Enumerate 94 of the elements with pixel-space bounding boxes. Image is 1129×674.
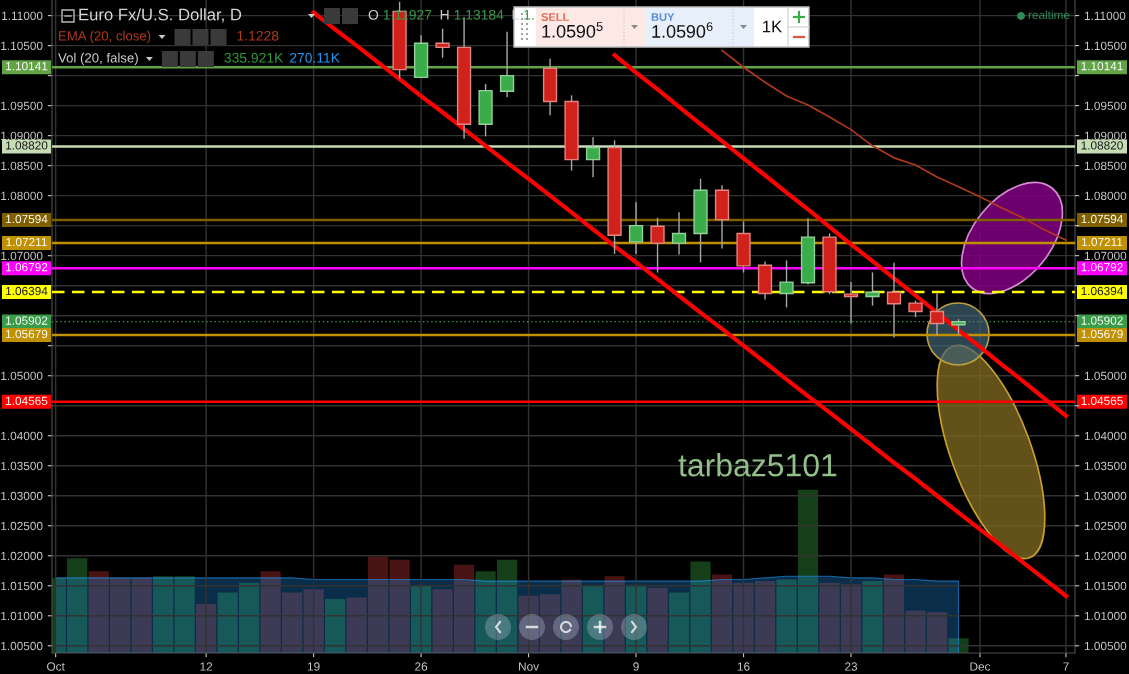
y2-tick-label: 1.08000	[1084, 191, 1127, 201]
y2-tick-label: 1.03500	[1084, 461, 1127, 471]
y2-tick-label: 1.02500	[1084, 521, 1127, 531]
candlestick	[628, 202, 644, 254]
bar	[948, 638, 969, 653]
y-tick-label: 1.01000	[1, 611, 43, 621]
candlestick	[865, 272, 880, 306]
ref-line-label: 1.06792	[6, 262, 48, 272]
candlestick	[435, 28, 450, 58]
y-tick-label: 1.03500	[1, 461, 43, 471]
y2-tick-label: 1.09000	[1084, 131, 1127, 141]
text: 1.05679	[1081, 329, 1123, 339]
y2-tick-label: 1.07000	[1084, 251, 1127, 261]
y2-tick-label: 1.03000	[1084, 491, 1127, 501]
candlestick	[671, 212, 687, 255]
text: EMA (20, close)	[59, 30, 151, 44]
candlestick	[886, 262, 902, 338]
y2-tick-label: 1.01000	[1084, 611, 1127, 621]
text: 1.06792	[1081, 262, 1123, 272]
ref-line-label: 1.07594	[6, 214, 48, 224]
bar	[153, 576, 174, 653]
y2-tick-label: 1.09500	[1084, 101, 1127, 111]
y-tick-label: 1.00500	[1, 641, 43, 651]
x-tick-label: 16	[737, 662, 750, 671]
bar	[303, 589, 324, 653]
y-tick-label: 1.11000	[2, 11, 43, 20]
text: 1.08820	[1081, 141, 1123, 150]
ref-line-label: 1.10141	[6, 61, 48, 71]
ref-line-label: 1.05902	[6, 316, 48, 325]
y-tick-label: 1.09000	[1, 131, 43, 141]
text: 1.07211	[1082, 237, 1123, 247]
candlestick	[779, 260, 794, 308]
chart-title: Euro Fx/U.S. Dollar, D	[79, 8, 242, 23]
candlestick	[929, 293, 945, 336]
bar	[325, 599, 346, 653]
annotation: realtime	[1028, 10, 1070, 20]
candlestick	[499, 31, 515, 98]
y-tick-label: 1.07000	[1, 251, 43, 261]
y-tick-label: 1.09500	[1, 101, 43, 111]
y-tick-label: 1.04000	[1, 431, 43, 441]
text: Vol (20, false)	[58, 52, 138, 66]
ref-line-label: 1.06394	[6, 286, 48, 296]
bar	[647, 587, 668, 653]
candlestick	[585, 137, 601, 178]
x-tick-label: Nov	[519, 662, 540, 671]
annotation: 270.11K	[289, 52, 340, 63]
y2-tick-label: 1.08500	[1084, 161, 1127, 171]
annotation: BUY	[651, 13, 675, 21]
y2-tick-label: 1.02000	[1084, 551, 1127, 561]
y2-tick-label: 1.11000	[1084, 11, 1126, 20]
x-tick-label: 26	[415, 662, 428, 671]
candlestick	[650, 217, 665, 273]
y2-tick-label: 1.05000	[1084, 371, 1127, 381]
annotation: tarbaz5101	[678, 453, 837, 477]
ref-line-label: 1.07211	[6, 237, 47, 247]
y-tick-label: 1.10500	[1, 41, 43, 51]
x-tick-label: Dec	[970, 662, 991, 671]
y2-tick-label: 1.01500	[1084, 581, 1127, 591]
annotation: 335.921K	[224, 52, 284, 63]
annotation: SELL	[541, 13, 570, 21]
y-tick-label: 1.02500	[1, 521, 43, 531]
bar	[862, 581, 883, 653]
ref-line-label: 1.08820	[6, 141, 48, 150]
ref-line-label: 1.04565	[6, 396, 48, 405]
text: 1.05902	[1081, 316, 1123, 325]
y2-tick-label: 1.04000	[1084, 431, 1127, 441]
annotation: 1.0590$^{5}$	[542, 22, 603, 38]
y2-tick-label: 1.00500	[1084, 641, 1127, 651]
y-tick-label: 1.02000	[1, 551, 43, 561]
x-tick-label: 12	[200, 662, 213, 671]
bar	[174, 576, 195, 653]
text: 1.04565	[1081, 396, 1123, 405]
bar	[131, 577, 152, 653]
x-tick-label: 9	[633, 662, 639, 671]
y-tick-label: 1.08500	[1, 161, 43, 171]
y-tick-label: 1.08000	[1, 191, 43, 201]
y-tick-label: 1.03000	[1, 491, 43, 501]
annotation: 1.1228	[237, 30, 279, 41]
x-tick-label: 7	[1063, 662, 1069, 671]
candlestick	[843, 281, 859, 324]
y2-tick-label: 1.10500	[1084, 41, 1127, 51]
y-tick-label: 1.05000	[1, 371, 43, 381]
annotation: 1K	[763, 20, 783, 33]
text: 1.07594	[1081, 214, 1123, 224]
ref-line-label: 1.05679	[6, 329, 48, 339]
x-tick-label: 23	[845, 662, 858, 671]
line-series	[721, 49, 1067, 241]
x-tick-label: Oct	[47, 662, 65, 671]
x-tick-label: 19	[307, 662, 320, 671]
text: 1.10141	[1081, 61, 1123, 71]
text: 1.06394	[1081, 286, 1123, 296]
bar	[604, 576, 625, 653]
y-tick-label: 1.01500	[1, 581, 43, 591]
annotation: 1.0590$^{6}$	[652, 22, 713, 38]
